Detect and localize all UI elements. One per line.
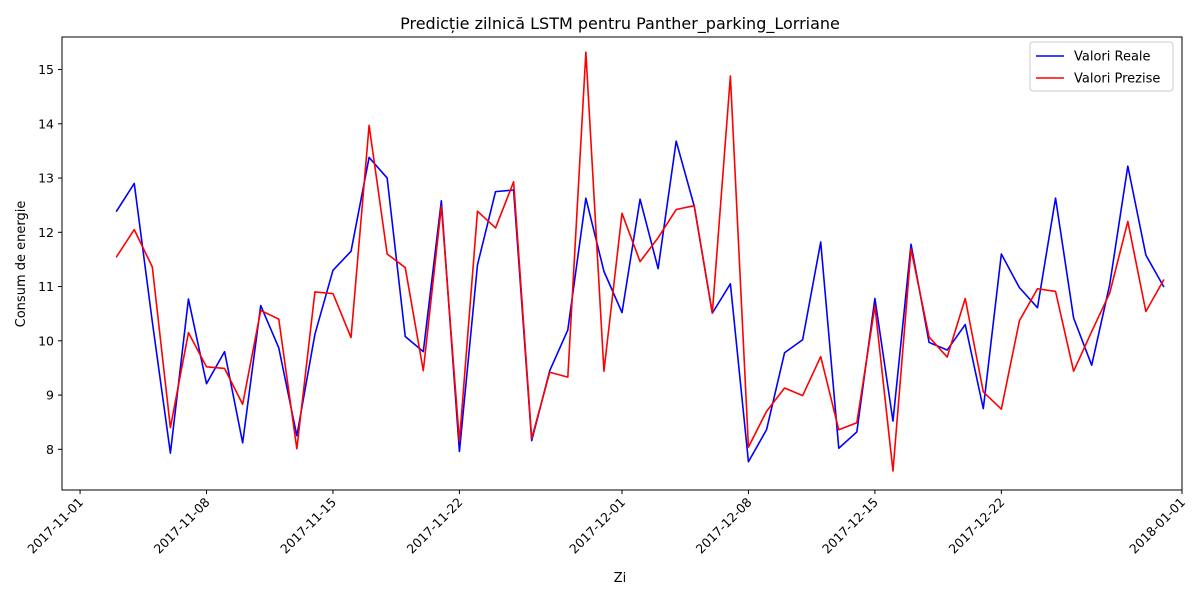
y-tick-label: 12 [38,225,54,240]
x-axis-label: Zi [614,571,627,586]
y-axis-label: Consum de energie [14,201,29,328]
y-tick-label: 8 [46,442,54,457]
legend-label-predicted: Valori Prezise [1074,72,1160,87]
chart-title: Predicție zilnică LSTM pentru Panther_pa… [400,14,840,34]
y-tick-label: 10 [38,333,54,348]
y-tick-label: 9 [46,388,54,403]
y-tick-label: 13 [38,171,54,186]
legend-box [1029,41,1174,92]
y-tick-label: 15 [38,62,54,77]
legend-label-real: Valori Reale [1074,50,1151,65]
y-tick-label: 14 [38,116,54,131]
y-tick-label: 11 [38,279,54,294]
legend: Valori Reale Valori Prezise [1029,41,1174,92]
series-line-predicted [115,51,1165,472]
series-layer [115,51,1165,472]
